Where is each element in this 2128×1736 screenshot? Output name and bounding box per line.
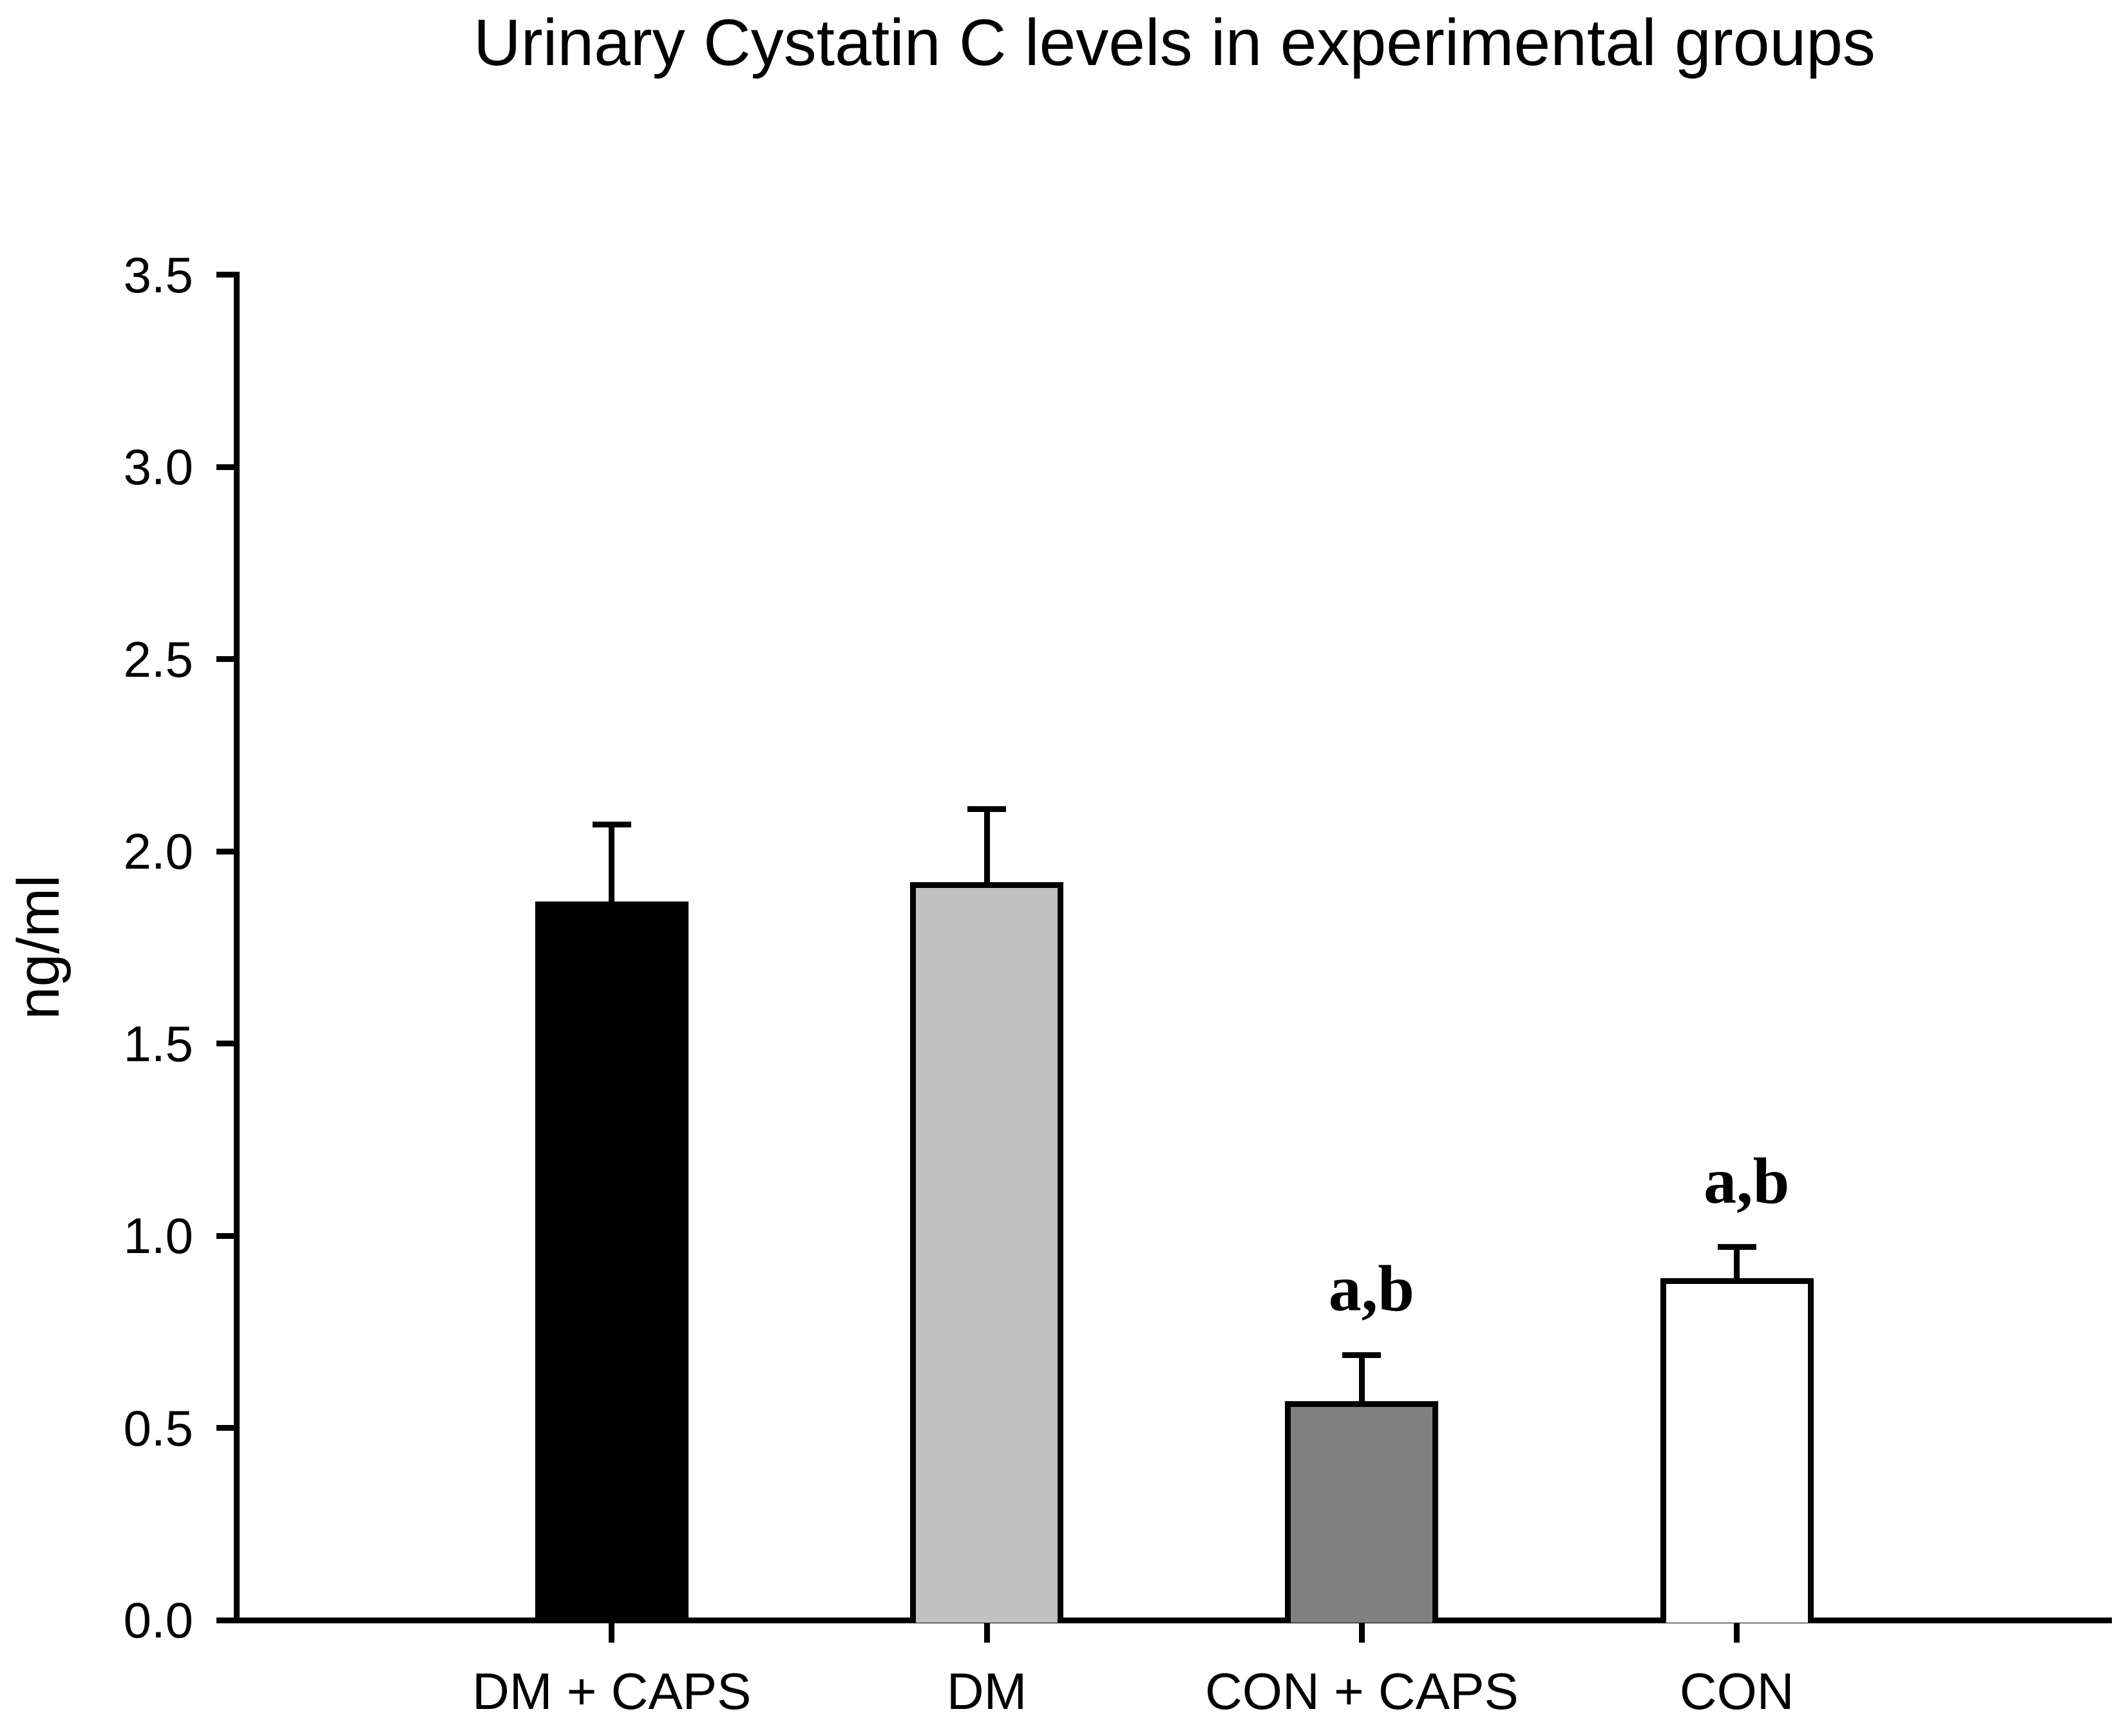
y-tick-mark — [216, 464, 234, 470]
significance-annotation: a,b — [1328, 1252, 1414, 1326]
x-tick-mark — [609, 1623, 615, 1643]
chart-title: Urinary Cystatin C levels in experimenta… — [473, 6, 1876, 79]
significance-annotation: a,b — [1704, 1144, 1790, 1218]
bar-con — [1660, 1278, 1814, 1623]
bar-dm — [910, 882, 1064, 1623]
bar-dm-caps — [535, 901, 689, 1623]
y-tick-mark — [216, 848, 234, 854]
y-tick-label: 0.5 — [123, 1399, 193, 1457]
x-tick-mark — [983, 1623, 990, 1643]
y-tick-mark — [216, 1041, 234, 1046]
x-category-label: DM + CAPS — [472, 1663, 752, 1720]
y-tick-mark — [216, 656, 234, 662]
y-tick-label: 3.0 — [123, 439, 193, 495]
error-bar-cap — [967, 806, 1007, 812]
error-bar-stem — [983, 809, 990, 882]
x-category-label: DM — [946, 1663, 1027, 1720]
error-bar-stem — [1358, 1355, 1365, 1401]
x-category-label: CON + CAPS — [1204, 1663, 1519, 1720]
x-category-label: CON — [1679, 1663, 1794, 1720]
y-tick-label: 1.0 — [123, 1207, 193, 1264]
y-tick-mark — [216, 1425, 234, 1431]
y-tick-label: 1.5 — [123, 1015, 193, 1072]
y-tick-label: 0.0 — [123, 1592, 193, 1648]
y-tick-mark — [216, 272, 234, 278]
y-tick-label: 3.5 — [123, 246, 193, 303]
y-tick-mark — [216, 1617, 234, 1623]
error-bar-stem — [1734, 1247, 1740, 1278]
bar-con-caps — [1285, 1401, 1439, 1623]
y-tick-label: 2.5 — [123, 630, 193, 688]
y-tick-label: 2.0 — [123, 823, 193, 880]
y-axis-line — [234, 272, 240, 1623]
x-axis-line — [234, 1618, 2112, 1623]
x-tick-mark — [1734, 1623, 1740, 1643]
error-bar-cap — [1342, 1352, 1382, 1358]
error-bar-cap — [1717, 1244, 1756, 1250]
x-tick-mark — [1358, 1623, 1365, 1643]
error-bar-stem — [609, 824, 615, 901]
error-bar-cap — [592, 821, 631, 827]
y-tick-mark — [216, 1232, 234, 1239]
